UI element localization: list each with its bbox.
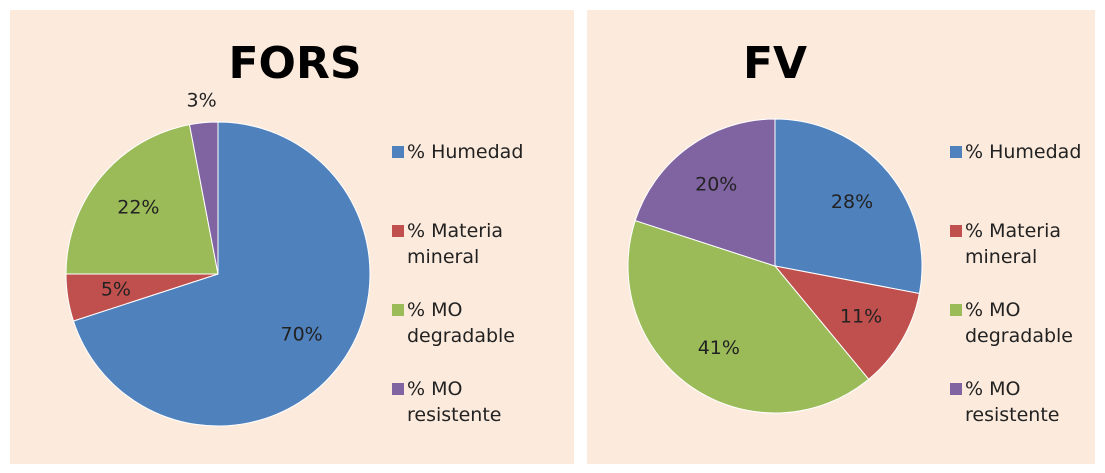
legend-label: % MO resistente (965, 378, 1060, 426)
data-label: 5% (101, 279, 131, 301)
legend-label: % MO degradable (407, 299, 515, 347)
data-label: 11% (840, 305, 882, 327)
chart-title: FORS (228, 38, 361, 89)
data-label: 28% (831, 191, 873, 213)
pie-slice (773, 265, 920, 380)
legend-swatch (950, 146, 962, 158)
pie-slice (65, 124, 219, 275)
data-label: 70% (281, 323, 323, 345)
legend-swatch (392, 225, 404, 237)
data-label: 20% (695, 174, 737, 196)
pie-slice (188, 121, 219, 275)
legend-swatch (392, 304, 404, 316)
legend-label: % Materia mineral (965, 220, 1062, 268)
legend-swatch (392, 146, 404, 158)
legend-swatch (950, 304, 962, 316)
legend-label: % MO degradable (965, 299, 1073, 347)
legend-label: % MO resistente (407, 378, 502, 426)
data-label: 41% (698, 337, 740, 359)
legend-label: % Humedad (965, 141, 1082, 163)
legend-label: % Humedad (407, 141, 524, 163)
legend-swatch (950, 383, 962, 395)
pie-slice (634, 118, 776, 267)
pie-slice (627, 219, 870, 414)
legend-swatch (392, 383, 404, 395)
data-label: 3% (187, 89, 217, 111)
chart-title: FV (743, 38, 807, 89)
pie-slice (774, 118, 923, 295)
pie-slice (72, 121, 371, 427)
legend-label: % Materia mineral (407, 220, 504, 268)
legend-swatch (950, 225, 962, 237)
data-label: 22% (117, 197, 159, 219)
